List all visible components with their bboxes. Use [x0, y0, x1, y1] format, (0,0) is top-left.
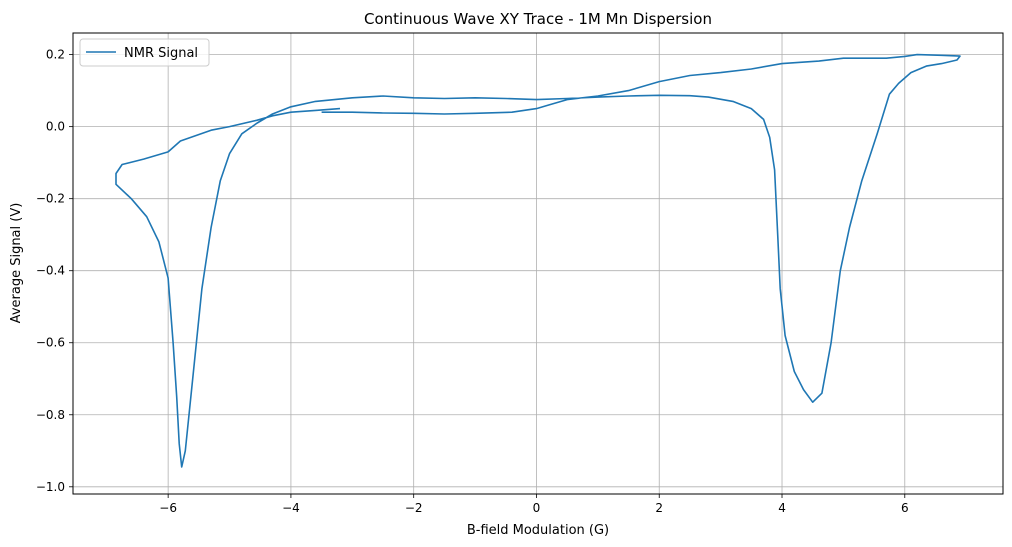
legend-label: NMR Signal [124, 46, 198, 61]
x-axis-label: B-field Modulation (G) [467, 523, 609, 538]
plot-series [115, 53, 961, 468]
y-axis-label: Average Signal (V) [9, 203, 24, 324]
legend-box [79, 38, 210, 67]
x-tick-label: −6 [159, 501, 177, 515]
x-axis-ticks: −6 −4 −2 0 2 4 6 [159, 494, 909, 515]
y-tick-label: −0.2 [36, 192, 65, 206]
x-tick-label: 2 [655, 501, 663, 515]
y-tick-label: −0.6 [36, 336, 65, 350]
y-axis-ticks: −1.0 −0.8 −0.6 −0.4 −0.2 0.0 0.2 [36, 48, 73, 494]
grid-lines [73, 33, 1003, 494]
chart-title: Continuous Wave XY Trace - 1M Mn Dispers… [364, 10, 712, 28]
y-tick-label: −1.0 [36, 480, 65, 494]
legend: NMR Signal [79, 38, 210, 67]
plot-area-frame [72, 32, 1004, 495]
y-tick-label: −0.8 [36, 408, 65, 422]
y-tick-label: 0.0 [46, 120, 65, 134]
x-tick-label: −4 [282, 501, 300, 515]
x-tick-label: −2 [405, 501, 423, 515]
x-tick-label: 0 [533, 501, 541, 515]
x-tick-label: 4 [778, 501, 786, 515]
series-line-nmr-signal [115, 53, 961, 468]
y-tick-label: −0.4 [36, 264, 65, 278]
x-tick-label: 6 [901, 501, 909, 515]
y-tick-label: 0.2 [46, 48, 65, 62]
